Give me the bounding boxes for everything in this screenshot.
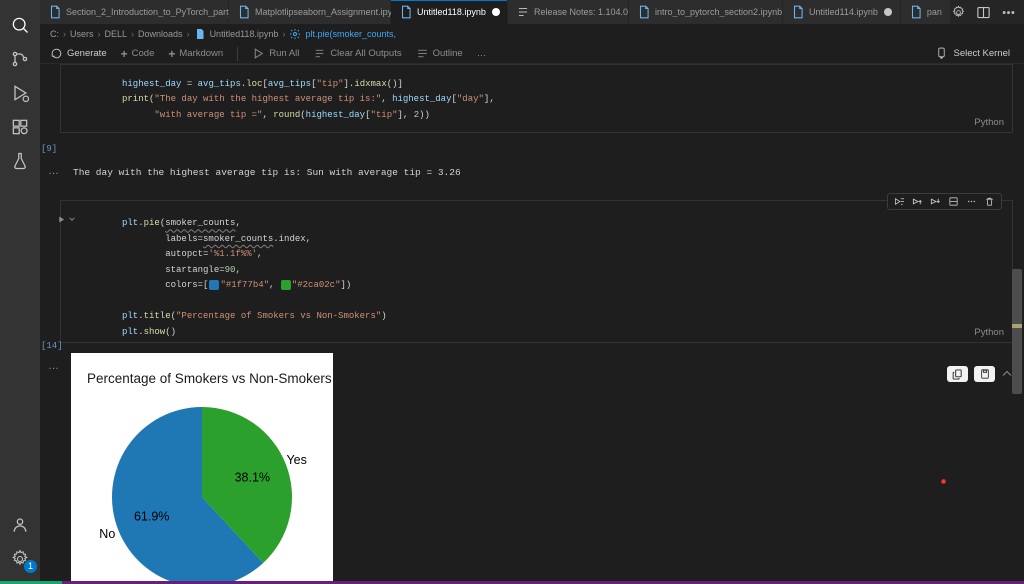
svg-text:61.9%: 61.9% (134, 509, 169, 523)
svg-text:Yes: Yes (286, 453, 306, 467)
svg-text:No: No (99, 527, 115, 541)
svg-text:Percentage of Smokers vs Non-S: Percentage of Smokers vs Non-Smokers (87, 371, 332, 386)
svg-text:38.1%: 38.1% (235, 470, 270, 484)
